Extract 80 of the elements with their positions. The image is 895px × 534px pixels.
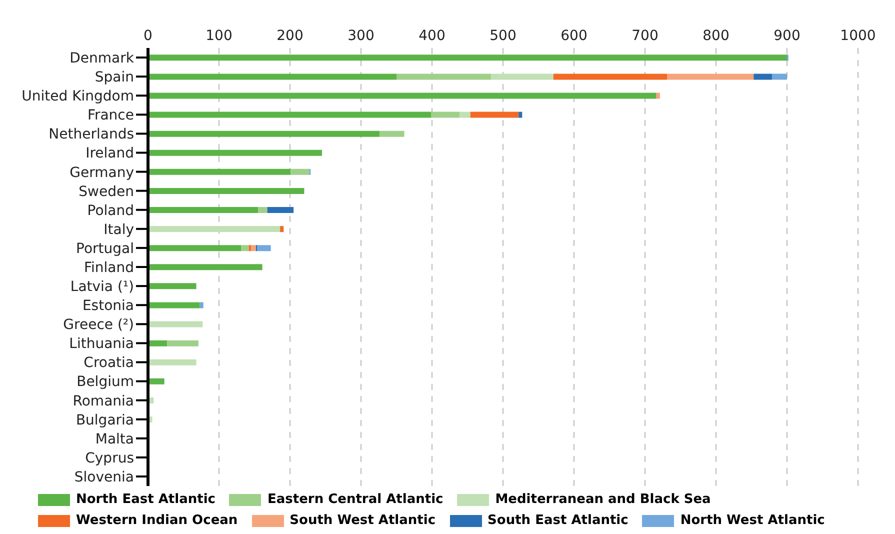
bar <box>667 74 754 80</box>
bar <box>148 92 656 99</box>
bar <box>431 112 460 118</box>
x-tick-label: 700 <box>632 28 658 44</box>
bar <box>379 130 404 137</box>
bar <box>553 74 668 80</box>
y-tick-label: Cyprus <box>85 450 134 466</box>
bar <box>280 226 284 232</box>
bar <box>490 74 554 80</box>
x-tick-label: 500 <box>490 28 516 44</box>
bar <box>148 207 258 214</box>
x-tick-label: 200 <box>276 28 304 44</box>
x-tick-label: 300 <box>348 28 374 44</box>
y-tick-label: Bulgaria <box>76 412 134 428</box>
x-tick-label: 1000 <box>840 28 876 44</box>
bar <box>148 54 787 61</box>
bar <box>258 207 268 214</box>
y-tick-label: Slovenia <box>74 469 134 486</box>
bar <box>167 340 198 346</box>
bar <box>656 92 660 99</box>
bar <box>772 74 787 80</box>
y-tick-label: Romania <box>72 393 134 410</box>
bar <box>460 112 470 118</box>
legend-label: Eastern Central Atlantic <box>267 492 444 507</box>
bar <box>148 359 196 366</box>
legend-label: Mediterranean and Black Sea <box>495 492 711 507</box>
y-tick-label: Lithuania <box>69 336 134 352</box>
legend-label: South West Atlantic <box>290 513 436 528</box>
y-tick-label: Italy <box>104 222 134 238</box>
bar <box>470 112 519 118</box>
y-tick-label: Spain <box>94 70 134 86</box>
y-tick-label: Ireland <box>86 146 134 162</box>
y-tick-label: Greece (²) <box>63 317 134 334</box>
bar <box>250 245 256 252</box>
bar <box>148 130 380 137</box>
bar <box>200 302 204 308</box>
y-tick-label: Belgium <box>76 374 134 390</box>
bar <box>148 340 168 346</box>
y-tick-label: France <box>87 108 134 124</box>
x-tick-label: 0 <box>144 28 152 44</box>
bar <box>396 74 491 80</box>
bar <box>148 188 304 194</box>
y-tick-label: Croatia <box>84 355 134 372</box>
legend-label: South East Atlantic <box>488 513 628 528</box>
y-tick-label: Netherlands <box>48 126 134 143</box>
legend-label: North East Atlantic <box>76 492 216 507</box>
bar <box>241 245 249 252</box>
x-tick-label: 800 <box>702 28 730 44</box>
y-tick-label: Latvia (¹) <box>70 279 134 296</box>
bar <box>148 321 203 328</box>
legend-label: North West Atlantic <box>680 513 825 528</box>
bar <box>148 245 242 252</box>
bar <box>290 168 310 175</box>
bar <box>148 150 322 156</box>
x-tick-label: 100 <box>206 28 232 44</box>
y-tick-label: Estonia <box>82 298 134 314</box>
y-tick-label: Portugal <box>76 240 134 257</box>
y-tick-label: Finland <box>84 260 134 276</box>
y-tick-label: Sweden <box>78 184 134 200</box>
x-tick-label: 400 <box>418 28 446 44</box>
bar <box>518 112 522 118</box>
bar <box>257 245 271 252</box>
y-tick-label: United Kingdom <box>22 88 134 105</box>
bar <box>148 378 164 384</box>
bar <box>754 74 772 80</box>
y-tick-label: Poland <box>87 202 134 219</box>
y-tick-label: Germany <box>70 164 134 181</box>
bar <box>148 74 396 80</box>
bar <box>148 168 291 175</box>
x-tick-label: 900 <box>774 28 800 44</box>
y-tick-label: Denmark <box>70 50 135 66</box>
bar <box>148 264 262 270</box>
bar <box>267 207 294 214</box>
y-tick-label: Malta <box>95 431 134 448</box>
bar <box>148 283 196 290</box>
bar <box>148 226 280 232</box>
bar <box>148 302 200 308</box>
legend-label: Western Indian Ocean <box>76 513 238 528</box>
bar <box>148 112 432 118</box>
x-tick-label: 600 <box>560 28 588 44</box>
